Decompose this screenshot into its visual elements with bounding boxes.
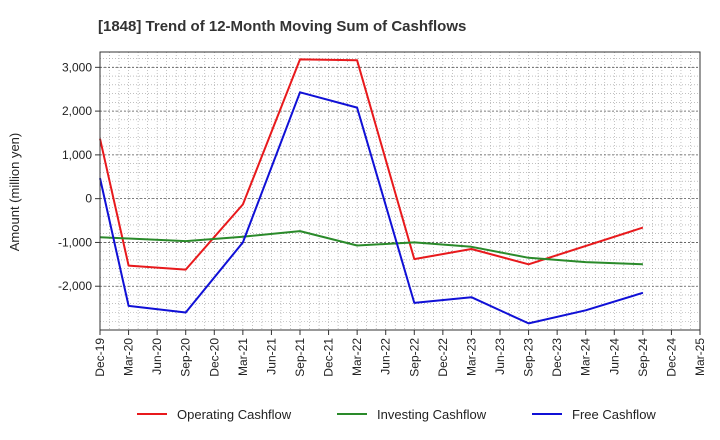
x-tick-label: Mar-25: [693, 338, 707, 376]
y-tick-label: -2,000: [58, 279, 92, 293]
y-tick-label: 0: [85, 192, 92, 206]
legend-label: Operating Cashflow: [177, 407, 292, 422]
x-tick-label: Mar-24: [579, 338, 593, 376]
x-tick-label: Jun-23: [493, 338, 507, 375]
y-tick-label: 1,000: [62, 148, 92, 162]
series-line-3: [99, 91, 644, 325]
x-tick-label: Jun-20: [150, 338, 164, 375]
x-tick-label: Dec-21: [322, 338, 336, 377]
x-tick-label: Jun-22: [379, 338, 393, 375]
x-tick-label: Dec-19: [93, 338, 107, 377]
axes: -2,000 -1,000 0 1,000 2,000 3,000 Dec-19 Mar-20…: [58, 51, 707, 377]
y-tick-label: 2,000: [62, 104, 92, 118]
plot-frame: [99, 51, 701, 331]
plot-area: [100, 52, 700, 330]
x-tick-label: Sep-24: [636, 338, 650, 377]
x-tick-label: Dec-20: [207, 338, 221, 377]
x-tick-label: Dec-24: [664, 338, 678, 377]
y-tick-label: 3,000: [62, 60, 92, 74]
grid: [100, 52, 700, 331]
x-tick-label: Jun-21: [264, 338, 278, 375]
chart-title: [1848] Trend of 12-Month Moving Sum of C…: [98, 18, 466, 35]
x-tick-label: Mar-23: [464, 338, 478, 376]
x-tick-label: Dec-22: [436, 338, 450, 377]
x-tick-label: Sep-23: [522, 338, 536, 377]
y-tick-label: -1,000: [58, 235, 92, 249]
legend-label: Investing Cashflow: [377, 407, 487, 422]
x-tick-label: Dec-23: [550, 338, 564, 377]
x-tick-label: Sep-21: [293, 338, 307, 377]
series-lines: [99, 58, 644, 325]
x-tick-label: Sep-20: [179, 338, 193, 377]
x-tick-label: Mar-20: [122, 338, 136, 376]
x-tick-label: Sep-22: [407, 338, 421, 377]
legend: Operating Cashflow Investing Cashflow Free…: [137, 407, 656, 422]
x-tick-label: Mar-22: [350, 338, 364, 376]
y-axis-label: Amount (million yen): [7, 133, 22, 252]
series-line-1: [99, 58, 644, 271]
x-tick-label: Jun-24: [607, 338, 621, 375]
series-line-2: [99, 230, 643, 266]
legend-label: Free Cashflow: [572, 407, 656, 422]
x-tick-label: Mar-21: [236, 338, 250, 376]
